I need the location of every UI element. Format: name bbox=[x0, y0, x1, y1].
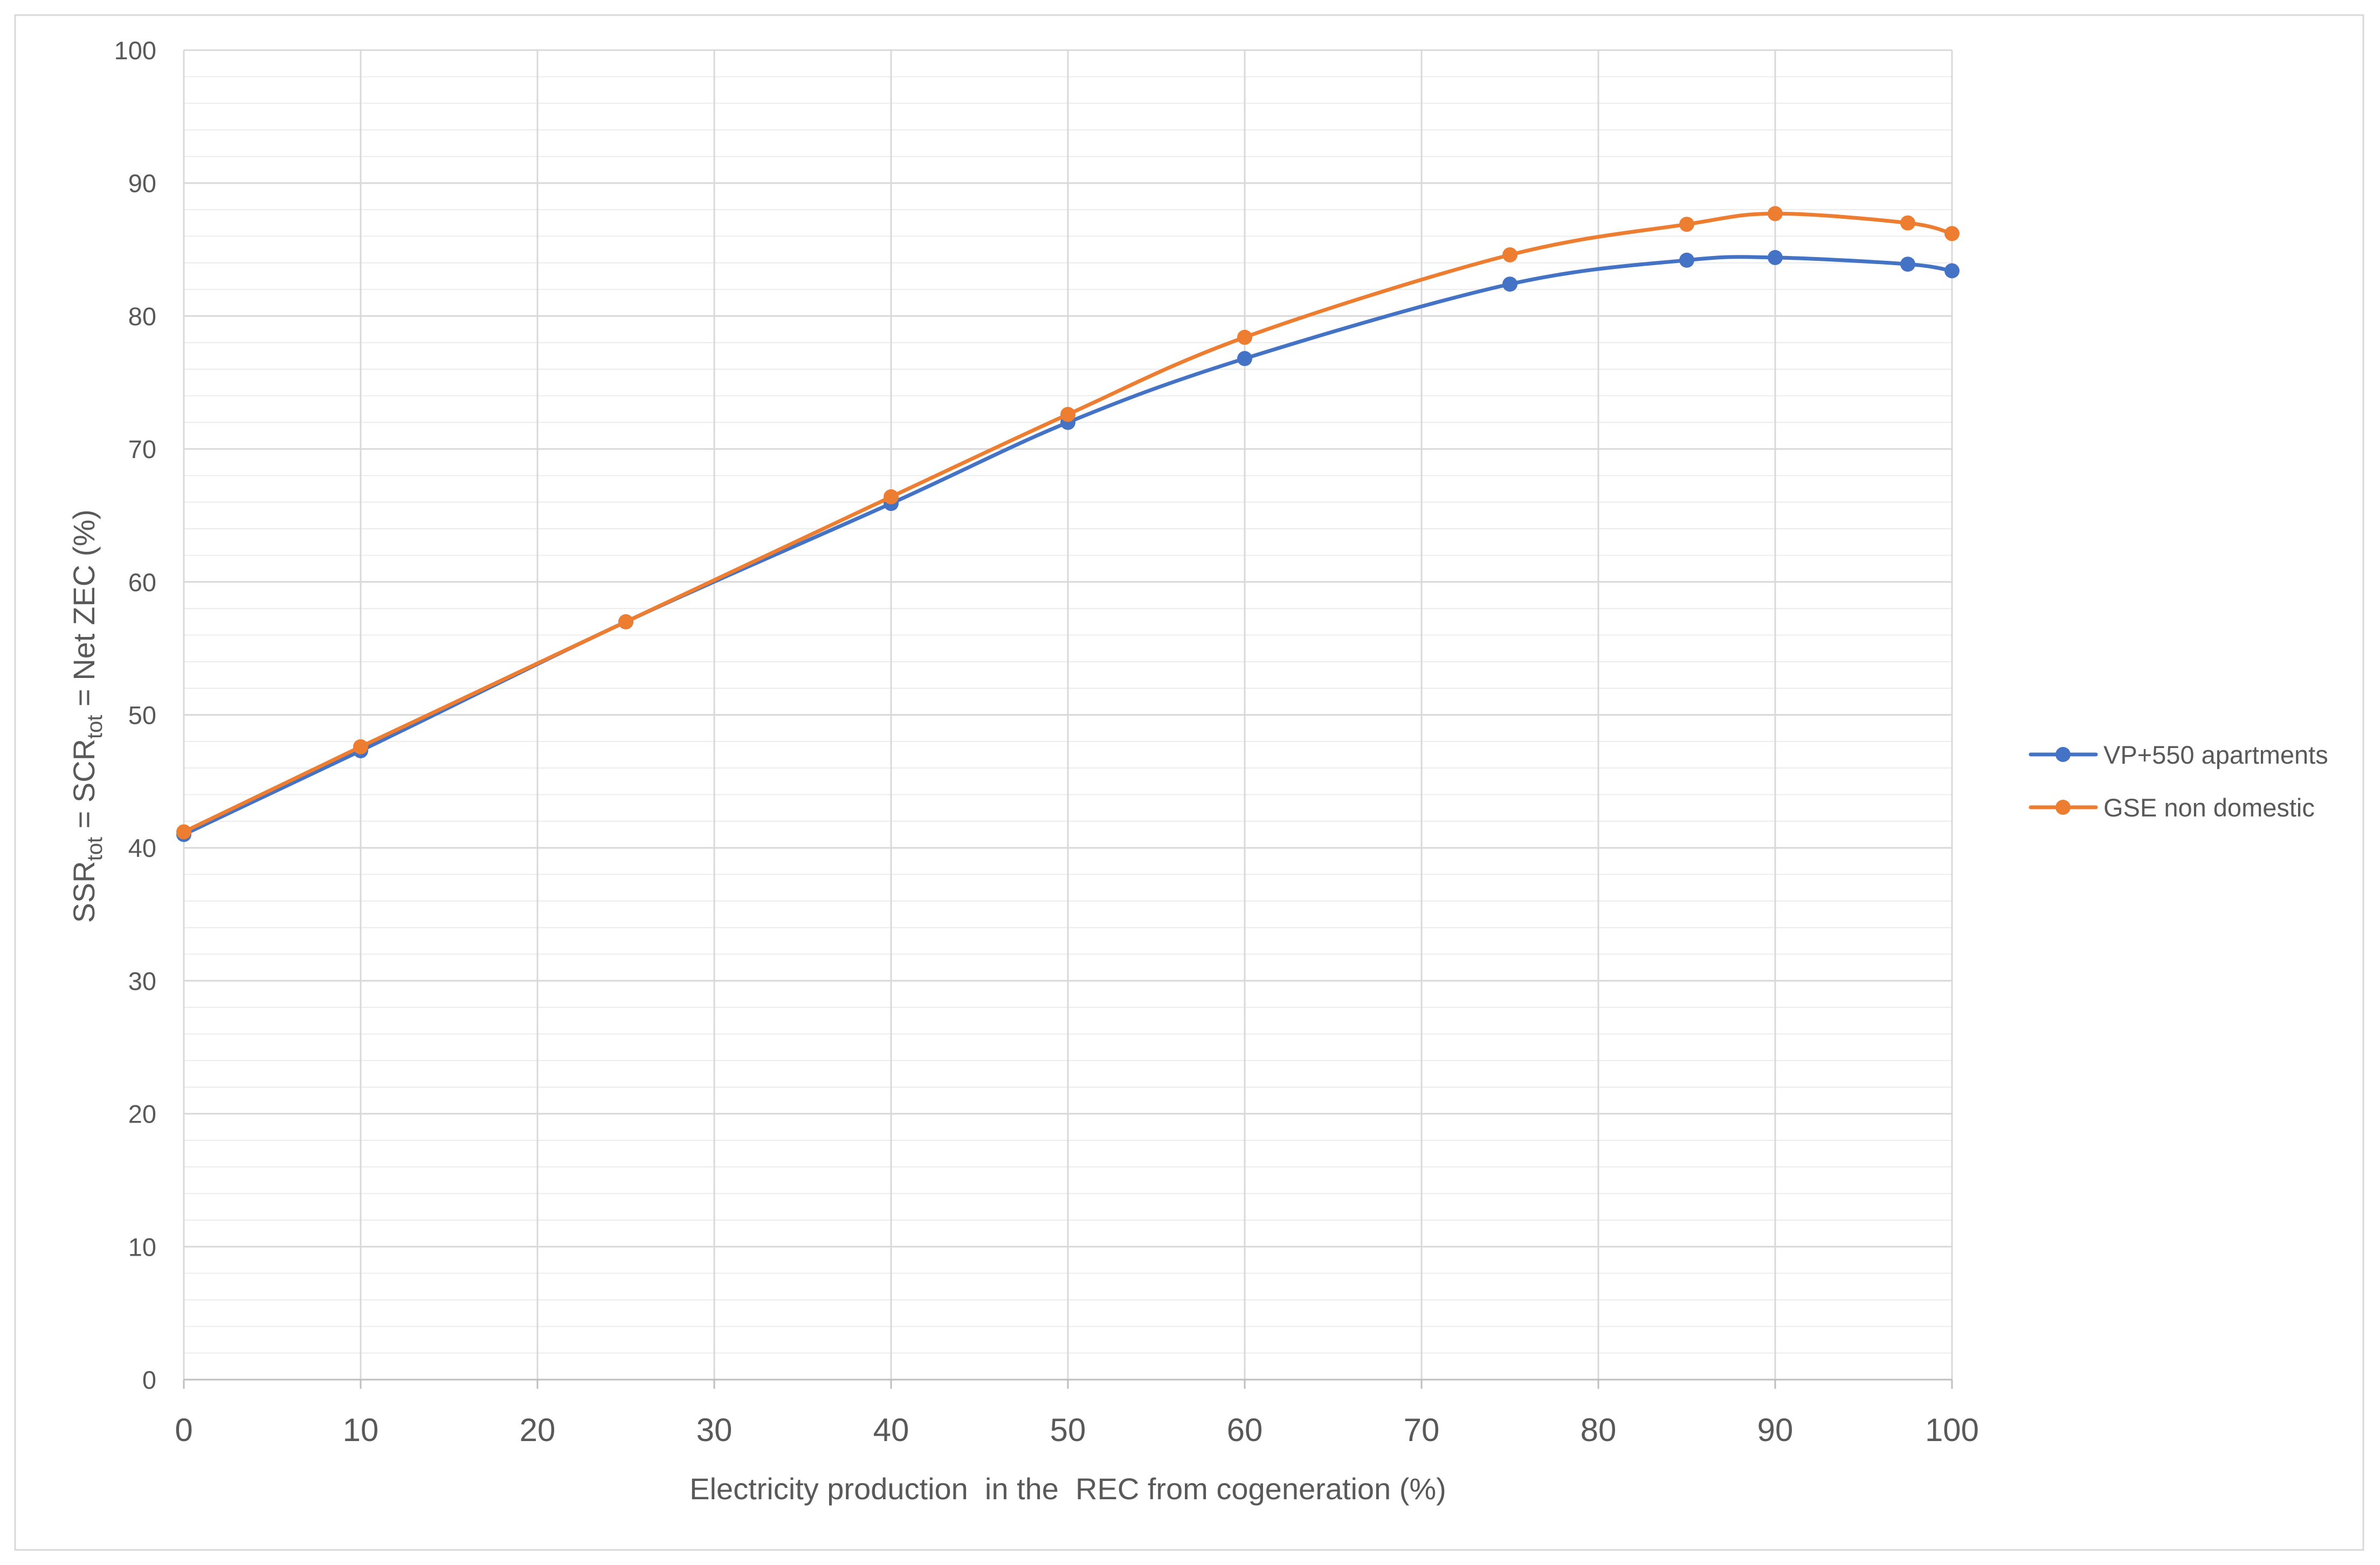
y-axis-tick-labels: 0 10 20 30 40 50 60 70 80 90 100 bbox=[114, 36, 156, 1394]
x-tick-label: 80 bbox=[1581, 1412, 1617, 1448]
vp-550-apartments-point bbox=[1944, 263, 1960, 279]
vp-550-apartments-point bbox=[1237, 351, 1252, 366]
x-tick-label: 20 bbox=[520, 1412, 556, 1448]
x-tick-label: 70 bbox=[1404, 1412, 1440, 1448]
plot-series bbox=[176, 206, 1960, 842]
gse-non-domestic-point bbox=[1900, 215, 1915, 231]
x-tick-label: 30 bbox=[696, 1412, 733, 1448]
gse-non-domestic-point bbox=[1237, 329, 1252, 345]
legend-marker-vp-550-apartments bbox=[2055, 747, 2071, 762]
y-axis-title-part: = SCR bbox=[67, 739, 101, 837]
legend-label-vp-550-apartments: VP+550 apartments bbox=[2103, 740, 2328, 769]
y-tick-label: 50 bbox=[128, 701, 156, 730]
y-tick-label: 70 bbox=[128, 435, 156, 463]
y-tick-label: 60 bbox=[128, 568, 156, 597]
y-tick-label: 30 bbox=[128, 967, 156, 995]
gse-non-domestic-point bbox=[1944, 226, 1960, 241]
gse-non-domestic-point bbox=[1060, 407, 1075, 422]
gse-non-domestic-point bbox=[353, 739, 368, 754]
x-axis-title: Electricity production in the REC from c… bbox=[689, 1472, 1446, 1506]
x-axis bbox=[183, 1379, 1953, 1389]
gse-non-domestic-point bbox=[618, 614, 633, 629]
x-tick-label: 0 bbox=[175, 1412, 192, 1448]
gse-non-domestic-point bbox=[1502, 247, 1517, 262]
y-tick-label: 100 bbox=[114, 36, 156, 65]
gse-non-domestic-line bbox=[182, 211, 1954, 834]
vp-550-apartments-point bbox=[1900, 257, 1915, 272]
y-axis-title-subscript: tot bbox=[83, 837, 107, 861]
x-tick-label: 90 bbox=[1757, 1412, 1793, 1448]
y-tick-label: 40 bbox=[128, 834, 156, 862]
x-tick-label: 40 bbox=[873, 1412, 909, 1448]
chart-border bbox=[14, 14, 2364, 1551]
gse-non-domestic-point bbox=[176, 824, 191, 840]
y-tick-label: 80 bbox=[128, 302, 156, 330]
y-axis-title: SSRtot = SCRtot = Net ZEC (%) bbox=[67, 509, 107, 923]
x-axis-tick-labels: 0 10 20 30 40 50 60 70 80 90 100 bbox=[175, 1412, 1979, 1448]
gse-non-domestic-point bbox=[884, 489, 899, 504]
x-tick-label: 100 bbox=[1925, 1412, 1979, 1448]
y-tick-label: 90 bbox=[128, 169, 156, 198]
vp-550-apartments-point bbox=[1768, 250, 1783, 265]
y-axis-title-part: = Net ZEC (%) bbox=[67, 509, 101, 715]
vp-550-apartments-point bbox=[1679, 252, 1694, 268]
gse-non-domestic-point bbox=[1679, 217, 1694, 232]
legend-label-gse-non-domestic: GSE non domestic bbox=[2103, 793, 2315, 822]
gse-non-domestic-point bbox=[1768, 206, 1783, 221]
y-axis-title-part: SSR bbox=[67, 861, 101, 923]
y-tick-label: 20 bbox=[128, 1100, 156, 1128]
legend-marker-gse-non-domestic bbox=[2055, 800, 2071, 815]
series-gse-non-domestic bbox=[176, 206, 1960, 840]
vp-550-apartments-point bbox=[1502, 276, 1517, 292]
legend: VP+550 apartments GSE non domestic bbox=[2029, 740, 2328, 822]
legend-item-gse-non-domestic: GSE non domestic bbox=[2029, 793, 2315, 822]
y-tick-label: 0 bbox=[142, 1366, 156, 1394]
x-tick-label: 50 bbox=[1050, 1412, 1086, 1448]
y-axis-title-subscript: tot bbox=[83, 715, 107, 738]
x-tick-label: 60 bbox=[1227, 1412, 1263, 1448]
x-tick-label: 10 bbox=[343, 1412, 379, 1448]
y-tick-label: 10 bbox=[128, 1232, 156, 1261]
legend-item-vp-550-apartments: VP+550 apartments bbox=[2029, 740, 2328, 769]
